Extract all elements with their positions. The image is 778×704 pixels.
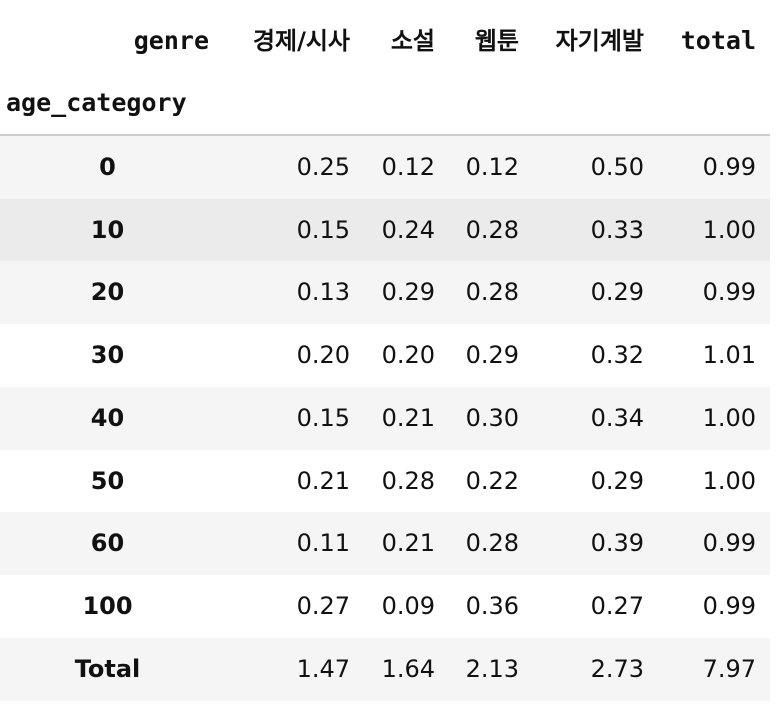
cell-value: 2.73 xyxy=(590,654,644,683)
row-index: 0 xyxy=(99,153,116,181)
cell-value: 0.21 xyxy=(381,529,435,558)
cell-value: 0.36 xyxy=(465,591,519,620)
cell-value: 0.28 xyxy=(465,278,519,307)
index-name: age_category xyxy=(6,88,187,117)
row-index: 10 xyxy=(90,215,125,244)
cell-value: 0.27 xyxy=(590,591,644,620)
cell-value: 0.15 xyxy=(296,215,350,244)
column-header: total xyxy=(680,26,756,55)
cell-value: 0.21 xyxy=(296,466,350,495)
cell-value: 0.12 xyxy=(465,153,519,181)
cell-value: 0.39 xyxy=(590,529,644,558)
columns-name: genre xyxy=(133,26,209,55)
column-header: 경제/시사 xyxy=(252,27,350,55)
cell-value: 0.25 xyxy=(296,153,350,181)
cell-value: 0.20 xyxy=(381,341,435,370)
cell-value: 0.32 xyxy=(590,341,644,370)
row-index: 20 xyxy=(90,278,125,307)
row-index: 100 xyxy=(82,591,133,620)
row-index: 50 xyxy=(90,466,125,495)
table-row xyxy=(0,136,770,199)
table-row xyxy=(0,261,770,325)
cell-value: 0.12 xyxy=(381,153,435,181)
row-index: 60 xyxy=(90,529,125,558)
cell-value: 1.01 xyxy=(702,341,756,370)
cell-value: 1.00 xyxy=(702,403,756,432)
cell-value: 0.22 xyxy=(465,466,519,495)
cell-value: 7.97 xyxy=(702,654,756,683)
cell-value: 0.11 xyxy=(296,529,350,558)
cell-value: 0.28 xyxy=(465,529,519,558)
cell-value: 0.34 xyxy=(590,403,644,432)
header-rule xyxy=(0,134,770,136)
table-row xyxy=(0,198,770,262)
cell-value: 1.00 xyxy=(702,466,756,495)
cell-value: 0.27 xyxy=(296,591,350,620)
cell-value: 0.29 xyxy=(465,341,519,370)
column-header: 자기계발 xyxy=(555,27,644,55)
row-index: Total xyxy=(74,654,141,683)
cell-value: 0.09 xyxy=(381,591,435,620)
cell-value: 0.24 xyxy=(381,215,435,244)
cell-value: 0.29 xyxy=(381,278,435,307)
cell-value: 0.28 xyxy=(465,215,519,244)
table-row xyxy=(0,574,770,638)
cell-value: 0.21 xyxy=(381,403,435,432)
row-index: 30 xyxy=(90,341,125,370)
cell-value: 0.13 xyxy=(296,278,350,307)
cell-value: 0.33 xyxy=(590,215,644,244)
column-header: 소설 xyxy=(390,27,435,55)
cell-value: 0.28 xyxy=(381,466,435,495)
cell-value: 0.30 xyxy=(465,403,519,432)
cell-value: 0.29 xyxy=(590,278,644,307)
cell-value: 0.99 xyxy=(702,529,756,558)
cell-value: 0.20 xyxy=(296,341,350,370)
table-row xyxy=(0,449,770,513)
column-header: 웹툰 xyxy=(474,27,519,55)
cell-value: 0.99 xyxy=(702,591,756,620)
cell-value: 0.50 xyxy=(590,153,644,181)
table-row xyxy=(0,386,770,450)
cell-value: 1.47 xyxy=(296,654,350,683)
cell-value: 2.13 xyxy=(465,654,519,683)
table-row xyxy=(0,512,770,576)
cell-value: 0.29 xyxy=(590,466,644,495)
cell-value: 0.99 xyxy=(702,153,756,181)
cell-value: 0.99 xyxy=(702,278,756,307)
cell-value: 0.15 xyxy=(296,403,350,432)
table-row xyxy=(0,324,770,388)
cell-value: 1.00 xyxy=(702,215,756,244)
row-index: 40 xyxy=(90,403,125,432)
cell-value: 1.64 xyxy=(381,654,435,683)
table-row xyxy=(0,637,770,701)
